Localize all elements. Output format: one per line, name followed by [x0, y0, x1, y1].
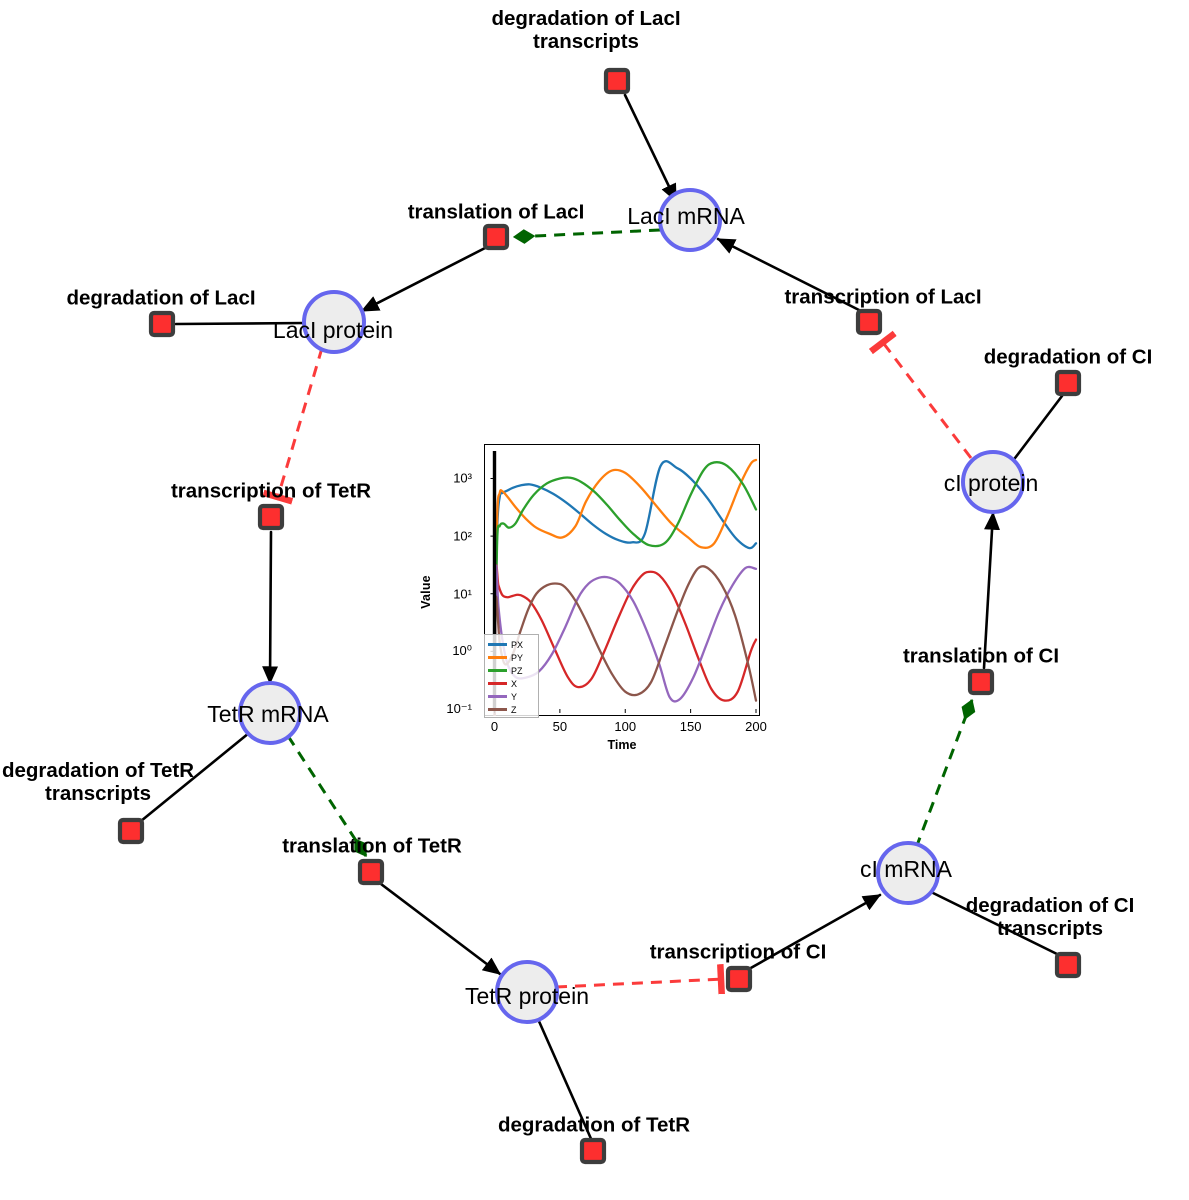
- species-label-tetr-protein: TetR protein: [464, 982, 590, 1009]
- species-label-laci-protein: LacI protein: [272, 316, 394, 343]
- reaction-node-deg-ci[interactable]: [1054, 369, 1082, 397]
- species-node-tetr-protein[interactable]: [495, 960, 559, 1024]
- plot-legend[interactable]: PX PY PZ X Y Z: [484, 634, 539, 718]
- legend-label-z: Z: [511, 704, 517, 715]
- reaction-label-transcription-of-ci: transcription of CI: [649, 940, 827, 964]
- plot-x-axis-label: Time: [607, 738, 637, 752]
- edge-translation-ci-to-ci-protein: [982, 511, 1001, 670]
- edges-solid-black: [139, 93, 1064, 1143]
- reaction-node-transcription-of-ci[interactable]: [725, 965, 753, 993]
- edge-transcription-tetr-to-tetr-mrna: [262, 530, 279, 685]
- legend-swatch-px: [488, 643, 507, 646]
- edges-green-dashed: [286, 228, 976, 857]
- edge-tetr-mrna-to-degradation: [139, 731, 251, 823]
- edge-tetr-mrna-activates-translation: [286, 735, 368, 857]
- reaction-node-deg-ci-transcripts[interactable]: [1054, 951, 1082, 979]
- reaction-label-translation-of-tetr: translation of TetR: [282, 834, 462, 858]
- species-node-laci-protein[interactable]: [302, 290, 366, 354]
- legend-item-pz[interactable]: PZ: [485, 664, 538, 677]
- reaction-label-deg-laci-transcripts: degradation of LacI transcripts: [491, 7, 681, 53]
- edge-laci-protein-inhibits-transcription-tetr: [262, 347, 324, 505]
- reaction-label-deg-laci: degradation of LacI: [66, 286, 256, 310]
- edge-laci-protein-to-degradation: [174, 321, 308, 326]
- reaction-label-deg-ci-transcripts: degradation of CI transcripts: [965, 894, 1135, 940]
- reaction-label-transcription-of-laci: transcription of LacI: [784, 285, 982, 309]
- edge-translation-tetr-to-tetr-protein: [379, 882, 502, 976]
- species-node-ci-mrna[interactable]: [876, 841, 940, 905]
- legend-swatch-pz: [488, 669, 507, 672]
- plot-line-x: [493, 564, 758, 716]
- reaction-label-deg-tetr-transcripts: degradation of TetR transcripts: [1, 759, 195, 805]
- edge-tetr-protein-inhibits-transcription-ci: [555, 964, 725, 995]
- reaction-label-transcription-of-tetr: transcription of TetR: [170, 479, 372, 503]
- legend-label-py: PY: [511, 652, 524, 663]
- reaction-node-translation-of-laci[interactable]: [482, 223, 510, 251]
- legend-label-px: PX: [511, 639, 524, 650]
- plot-line-px: [493, 460, 758, 676]
- reaction-node-translation-of-tetr[interactable]: [357, 858, 385, 886]
- species-node-laci-mrna[interactable]: [658, 188, 722, 252]
- reaction-node-deg-laci[interactable]: [148, 310, 176, 338]
- species-label-ci-mrna: cI mRNA: [860, 855, 952, 882]
- edge-transcription-laci-to-laci-mrna: [716, 237, 863, 313]
- edge-ci-mrna-activates-translation: [914, 698, 976, 849]
- legend-swatch-y: [488, 695, 507, 698]
- edges-red-dashed-inhibition: [262, 330, 973, 995]
- legend-swatch-py: [488, 656, 507, 659]
- plot-x-tick: 150: [679, 719, 702, 734]
- reaction-node-deg-laci-transcripts[interactable]: [603, 67, 631, 95]
- legend-item-y[interactable]: Y: [485, 690, 538, 703]
- reaction-node-transcription-of-tetr[interactable]: [257, 503, 285, 531]
- plot-line-py: [493, 458, 758, 676]
- legend-item-py[interactable]: PY: [485, 651, 538, 664]
- reaction-label-translation-of-ci: translation of CI: [902, 644, 1060, 668]
- reaction-node-translation-of-ci[interactable]: [967, 668, 995, 696]
- edge-ci-protein-inhibits-transcription-laci: [868, 330, 973, 459]
- legend-label-pz: PZ: [511, 665, 523, 676]
- species-label-tetr-mrna: TetR mRNA: [207, 700, 329, 727]
- plot-y-tick: 10¹: [453, 586, 472, 602]
- edge-laci-mrna-activates-translation: [512, 228, 661, 244]
- species-label-laci-mrna: LacI mRNA: [627, 202, 745, 229]
- plot-y-tick: 10³: [453, 470, 472, 486]
- reaction-node-transcription-of-laci[interactable]: [855, 308, 883, 336]
- legend-item-px[interactable]: PX: [485, 638, 538, 651]
- reaction-nodes[interactable]: [117, 67, 1082, 1165]
- legend-swatch-x: [488, 682, 507, 685]
- reaction-label-translation-of-laci: translation of LacI: [407, 200, 585, 224]
- plot-x-tick: 0: [490, 719, 499, 734]
- edge-tetr-protein-to-degradation-tetr: [536, 1017, 594, 1143]
- species-label-ci-protein: cI protein: [943, 469, 1039, 496]
- plot-y-tick: 10⁰: [452, 643, 472, 659]
- plot-x-tick: 100: [614, 719, 637, 734]
- edge-translation-laci-to-laci-protein: [360, 245, 489, 313]
- legend-label-x: X: [511, 678, 518, 689]
- reaction-node-deg-tetr-transcripts[interactable]: [117, 817, 145, 845]
- edge-ci-mrna-to-degradation: [927, 889, 1061, 957]
- legend-item-x[interactable]: X: [485, 677, 538, 690]
- reaction-label-deg-ci: degradation of CI: [983, 345, 1153, 369]
- edge-transcription-ci-to-ci-mrna: [747, 893, 882, 971]
- legend-label-y: Y: [511, 691, 518, 702]
- legend-item-z[interactable]: Z: [485, 703, 538, 716]
- species-nodes[interactable]: [238, 188, 1025, 1024]
- plot-x-tick: 50: [552, 719, 568, 734]
- plot-y-axis-label: Value: [419, 575, 433, 609]
- plot-x-tick: 200: [745, 719, 767, 734]
- plot-y-tick: 10²: [453, 528, 472, 544]
- legend-swatch-z: [488, 708, 507, 711]
- edge-laci-mrna-to-degradation: [623, 93, 678, 203]
- plot-x-tick-labels: 0 50 100 150 200: [484, 719, 767, 739]
- reaction-label-deg-tetr: degradation of TetR: [497, 1113, 691, 1137]
- plot-y-tick-labels: 10⁻¹ 10⁰ 10¹ 10² 10³: [420, 444, 478, 716]
- plot-y-tick: 10⁻¹: [446, 701, 472, 716]
- edge-ci-protein-to-degradation-ci: [1010, 394, 1064, 464]
- plot-line-pz: [493, 461, 758, 676]
- species-node-ci-protein[interactable]: [961, 450, 1025, 514]
- reaction-node-deg-tetr[interactable]: [579, 1137, 607, 1165]
- species-node-tetr-mrna[interactable]: [238, 681, 302, 745]
